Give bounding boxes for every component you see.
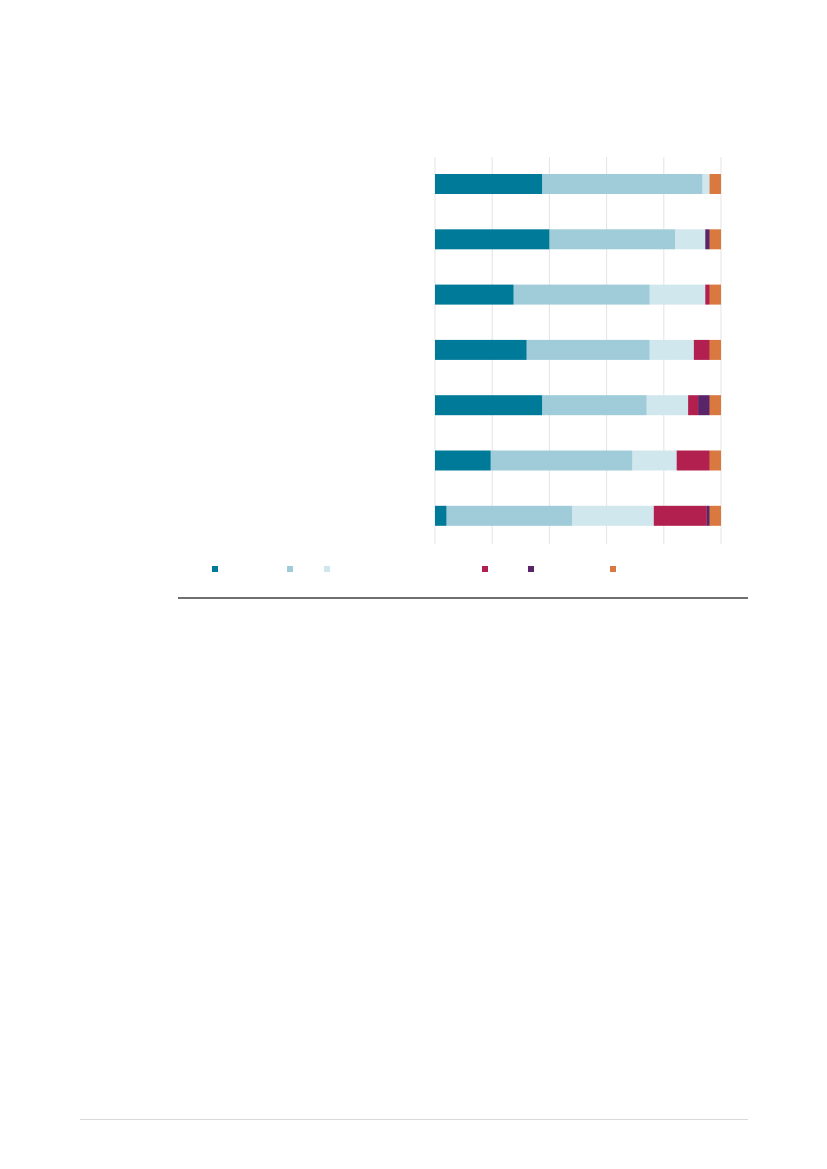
bar-segment-row7-series5 [706, 505, 710, 526]
bar-segment-row5-series2 [542, 395, 647, 416]
bar-segment-row7-series3 [572, 505, 654, 526]
legend-swatch-series5 [528, 566, 534, 572]
bar-segment-row2-series5 [705, 229, 710, 250]
bar-segment-row4-series6 [709, 339, 721, 360]
bar-segment-row4-series4 [693, 339, 710, 360]
bar-segment-row1-series3 [702, 174, 710, 194]
bar-segment-row6-series1 [435, 450, 491, 471]
bar-segment-row3-series6 [709, 284, 721, 305]
bar-segment-row3-series1 [435, 284, 514, 305]
bar-segment-row2-series3 [675, 229, 706, 250]
legend-swatch-series6 [610, 566, 616, 572]
bar-segment-row4-series3 [649, 339, 694, 360]
bar-segment-row3-series2 [513, 284, 650, 305]
bar-segment-row1-series1 [435, 174, 543, 194]
bar-segment-row6-series4 [676, 450, 710, 471]
bar-segment-row3-series4 [705, 284, 710, 305]
legend-swatch-series2 [287, 566, 293, 572]
bar-segment-row1-series2 [542, 174, 703, 194]
bar-segment-row6-series2 [490, 450, 633, 471]
bar-segment-row7-series6 [709, 505, 721, 526]
bar-segment-row4-series1 [435, 339, 527, 360]
footer-divider [80, 1119, 748, 1120]
legend-swatch-series1 [212, 566, 218, 572]
bar-segment-row2-series6 [709, 229, 721, 250]
bar-segment-row6-series6 [709, 450, 721, 471]
bar-segment-row7-series4 [653, 505, 707, 526]
bar-segment-row5-series3 [646, 395, 689, 416]
bar-segment-row2-series1 [435, 229, 550, 250]
bar-segment-row3-series3 [649, 284, 706, 305]
bar-segment-row7-series1 [435, 505, 447, 526]
bar-segment-row4-series2 [526, 339, 650, 360]
bar-segment-row5-series1 [435, 395, 543, 416]
bar-segment-row2-series2 [549, 229, 676, 250]
bar-segment-row5-series4 [688, 395, 699, 416]
bar-segment-row7-series2 [446, 505, 573, 526]
legend-swatch-series3 [324, 566, 330, 572]
legend-swatch-series4 [482, 566, 488, 572]
section-divider [178, 597, 748, 599]
legend [212, 566, 616, 572]
bar-segment-row1-series6 [709, 174, 721, 194]
bar-segment-row5-series6 [709, 395, 721, 416]
bars [435, 174, 721, 526]
bar-segment-row5-series5 [698, 395, 710, 416]
bar-segment-row6-series3 [632, 450, 677, 471]
